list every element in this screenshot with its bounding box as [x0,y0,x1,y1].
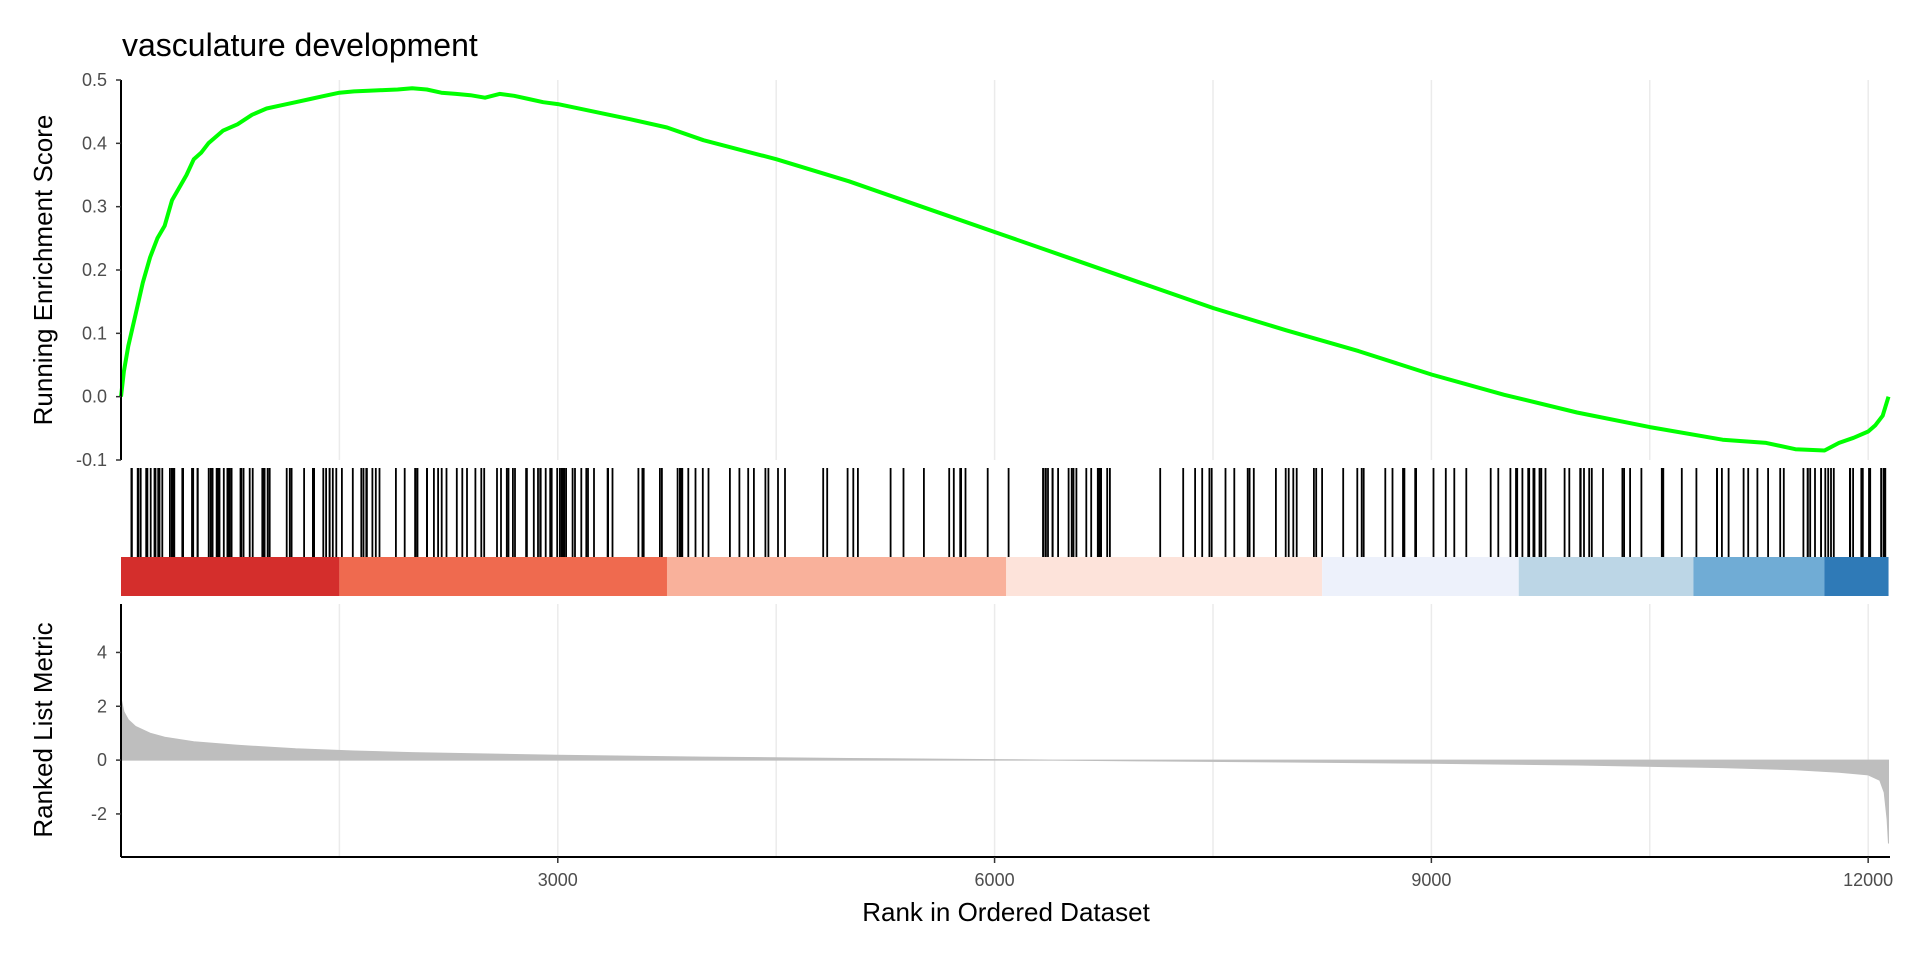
x-axis-title: Rank in Ordered Dataset [862,897,1150,927]
rank-color-bar [121,557,1889,596]
p1-y-tick-label: 0.3 [82,197,107,217]
p1-y-tick-label: -0.1 [76,450,107,470]
color-band [121,557,340,596]
p3-metric-area [120,698,1889,844]
x-tick-label: 6000 [975,870,1015,890]
color-band [1693,557,1825,596]
p3-y-tick-label: 4 [97,642,107,662]
p1-gridlines [338,80,1869,460]
p1-y-tick-label: 0.5 [82,70,107,90]
gene-hit-ticks [130,468,1887,557]
x-tick-label: 12000 [1843,870,1893,890]
color-band [1322,557,1519,596]
ranked-metric-panel: -2 0 2 4 3000 6000 9000 12000 Ranked List Metr… [28,604,1893,927]
es-series-line [119,86,1891,453]
p1-es-line [119,86,1891,453]
metric-area [120,698,1889,844]
p3-y-tick-label: 2 [97,696,107,716]
p3-y-axis-title: Ranked List Metric [28,622,58,837]
x-ticks: 3000 6000 9000 12000 [538,857,1893,890]
p3-y-tick-label: -2 [91,804,107,824]
color-band [666,557,1007,596]
p1-y-tick-label: 0.1 [82,323,107,343]
p3-y-ticks: -2 0 2 4 [91,642,121,824]
color-band [1824,557,1889,596]
p1-y-tick-label: 0.4 [82,133,107,153]
p3-gridlines [338,604,1869,857]
x-tick-label: 3000 [538,870,578,890]
gene-hits-panel [121,468,1889,596]
color-band [1006,557,1323,596]
running-es-panel: -0.1 0.0 0.1 0.2 0.3 0.4 0.5 Running Enrichmen… [28,70,1891,470]
color-band [339,557,667,596]
p3-y-tick-label: 0 [97,750,107,770]
color-band [1518,557,1694,596]
p1-y-tick-label: 0.2 [82,260,107,280]
plot-title: vasculature development [122,27,478,63]
p1-y-axis-title: Running Enrichment Score [28,115,58,426]
x-tick-label: 9000 [1411,870,1451,890]
p1-y-ticks: -0.1 0.0 0.1 0.2 0.3 0.4 0.5 [76,70,121,470]
p1-y-tick-label: 0.0 [82,387,107,407]
